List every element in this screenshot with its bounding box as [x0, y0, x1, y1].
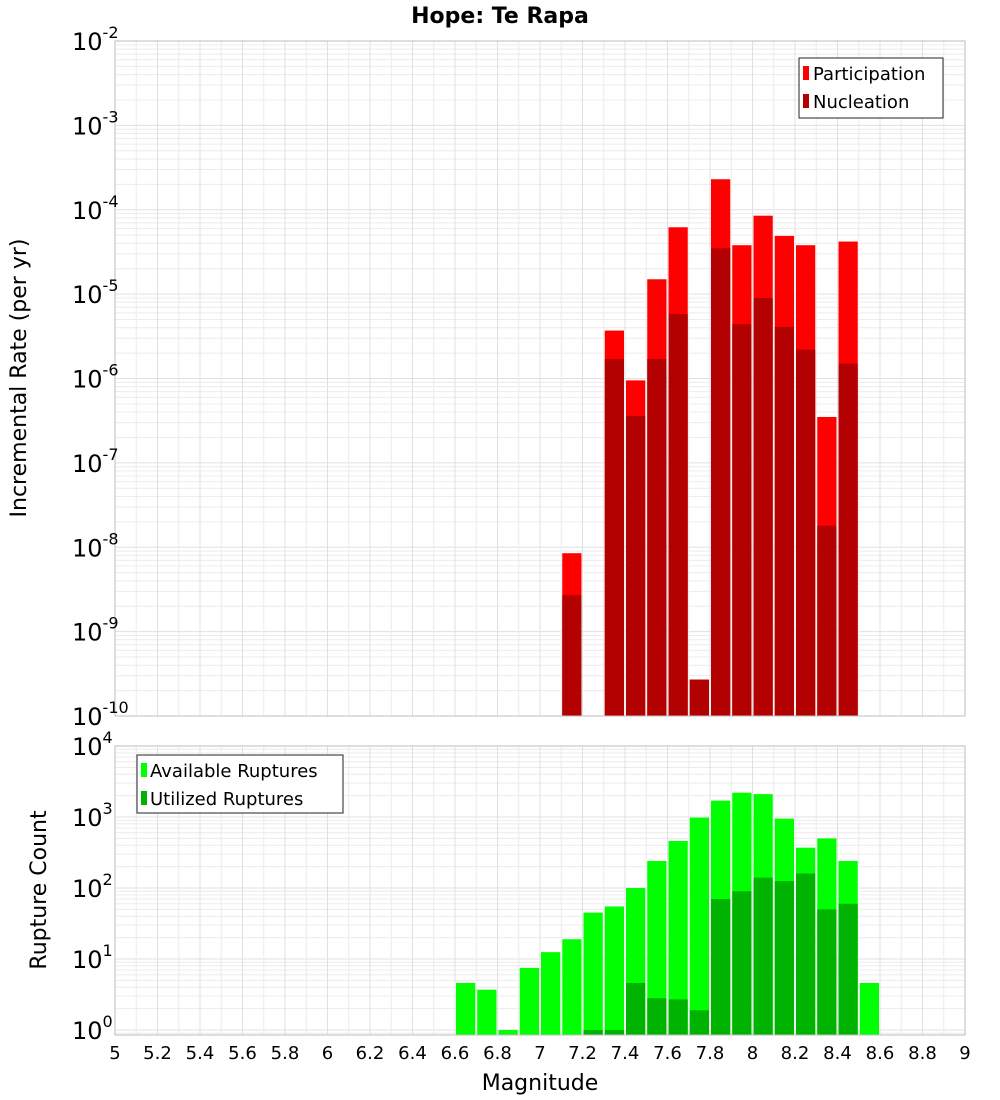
rate-y-tick-label: 10-3 — [72, 107, 119, 140]
count-bar-s1 — [647, 861, 667, 1035]
count-bar-s2 — [774, 881, 794, 1035]
rate-bar-s2 — [711, 248, 731, 717]
x-tick-label: 6.6 — [441, 1043, 470, 1064]
rate-bar-s2 — [604, 359, 624, 716]
count-y-tick-label: 104 — [72, 728, 113, 761]
count-y-tick-label: 103 — [72, 799, 113, 832]
rate-bar-s2 — [838, 363, 858, 716]
rate-bar-s2 — [796, 349, 816, 716]
participation-swatch — [803, 66, 809, 80]
rate-y-ticks: 10-2 10-3 10-4 10-5 10-6 10-7 10-8 10-9 10-10 — [72, 23, 129, 731]
rate-bar-s2 — [689, 679, 709, 716]
x-tick-label: 5.6 — [228, 1043, 257, 1064]
count-y-axis-label: Rupture Count — [27, 810, 52, 970]
count-bar-s2 — [668, 999, 688, 1035]
utilized-legend-label: Utilized Ruptures — [150, 789, 303, 810]
x-tick-label: 8.4 — [823, 1043, 852, 1064]
count-bar-s1 — [668, 840, 688, 1035]
rate-y-tick-label: 10-5 — [72, 276, 119, 309]
available-legend-label: Available Ruptures — [150, 761, 318, 782]
rate-bar-s2 — [647, 359, 667, 716]
x-tick-label: 8.6 — [866, 1043, 895, 1064]
rate-bar-s2 — [774, 326, 794, 716]
x-tick-label: 7.6 — [653, 1043, 682, 1064]
count-bar-s2 — [583, 1030, 603, 1035]
nucleation-swatch — [803, 94, 809, 108]
count-bar-s2 — [626, 982, 646, 1035]
x-tick-label: 5 — [109, 1043, 120, 1064]
count-panel-frame — [114, 745, 966, 1036]
nucleation-legend-label: Nucleation — [813, 92, 909, 113]
count-bar-s2 — [817, 909, 837, 1035]
count-bar-s1 — [689, 817, 709, 1035]
x-tick-label: 7.8 — [696, 1043, 725, 1064]
rate-legend-box — [798, 57, 944, 119]
rate-y-tick-label: 10-9 — [72, 614, 119, 647]
x-tick-label: 6.4 — [398, 1043, 427, 1064]
count-bar-s1 — [456, 982, 476, 1035]
count-bar-s1 — [477, 989, 497, 1035]
rate-y-tick-label: 10-8 — [72, 529, 119, 562]
count-bar-s1 — [859, 982, 879, 1035]
count-bar-s1 — [562, 939, 582, 1035]
x-tick-label: 7 — [534, 1043, 545, 1064]
rate-y-tick-label: 10-7 — [72, 445, 119, 478]
rate-bar-s2 — [562, 595, 582, 716]
rate-y-tick-label: 10-6 — [72, 361, 119, 394]
rate-panel-frame — [114, 40, 966, 717]
x-tick-label: 8 — [747, 1043, 758, 1064]
x-tick-label: 8.2 — [781, 1043, 810, 1064]
x-tick-label: 7.2 — [568, 1043, 597, 1064]
rate-bar-s2 — [668, 314, 688, 716]
count-bar-s2 — [838, 903, 858, 1035]
count-bar-s2 — [711, 899, 731, 1035]
count-bar-s1 — [498, 1030, 518, 1035]
count-bar-s1 — [583, 912, 603, 1035]
count-bar-s2 — [732, 891, 752, 1035]
rate-bar-s2 — [817, 525, 837, 716]
x-tick-label: 6.8 — [483, 1043, 512, 1064]
count-bar-s2 — [753, 877, 773, 1035]
rate-y-tick-label: 10-2 — [72, 23, 119, 56]
count-y-tick-label: 100 — [72, 1012, 113, 1045]
rate-y-axis-label: Incremental Rate (per yr) — [7, 239, 32, 518]
count-bar-s1 — [519, 967, 539, 1035]
count-y-tick-label: 101 — [72, 941, 113, 974]
count-y-ticks: 100 101 102 103 104 — [72, 728, 113, 1045]
count-bar-s2 — [604, 1030, 624, 1035]
x-tick-label: 5.2 — [143, 1043, 172, 1064]
participation-legend-label: Participation — [813, 64, 925, 85]
rate-panel-grid — [114, 41, 966, 717]
x-axis-label: Magnitude — [482, 1071, 599, 1096]
count-bar-s1 — [604, 906, 624, 1035]
rate-y-tick-label: 10-4 — [72, 192, 119, 225]
rate-y-tick-label: 10-10 — [72, 698, 129, 731]
x-tick-label: 6 — [322, 1043, 333, 1064]
chart-title: Hope: Te Rapa — [411, 4, 589, 29]
rate-legend: Participation Nucleation — [798, 57, 944, 119]
rate-bar-s2 — [753, 297, 773, 716]
rate-panel-bars — [562, 179, 858, 717]
count-panel-bars — [456, 792, 879, 1035]
magnitude-x-ticks: 5 5.2 5.4 5.6 5.8 6 6.2 6.4 6.6 6.8 7 7.2 7.4 7.6 7.8 8… — [109, 1043, 970, 1064]
x-tick-label: 9 — [959, 1043, 970, 1064]
count-bar-s2 — [647, 998, 667, 1035]
x-tick-label: 7.4 — [611, 1043, 640, 1064]
rate-bar-s2 — [626, 415, 646, 716]
x-tick-label: 5.4 — [186, 1043, 215, 1064]
count-bar-s2 — [689, 1010, 709, 1035]
count-y-tick-label: 102 — [72, 870, 113, 903]
x-tick-label: 5.8 — [271, 1043, 300, 1064]
count-legend-box — [136, 754, 344, 814]
count-bar-s2 — [796, 873, 816, 1035]
count-bar-s1 — [541, 952, 561, 1035]
x-tick-label: 6.2 — [356, 1043, 385, 1064]
utilized-swatch — [141, 791, 147, 805]
x-tick-label: 8.8 — [908, 1043, 937, 1064]
available-swatch — [141, 763, 147, 777]
rate-bar-s2 — [732, 324, 752, 716]
count-legend: Available Ruptures Utilized Ruptures — [136, 754, 344, 814]
